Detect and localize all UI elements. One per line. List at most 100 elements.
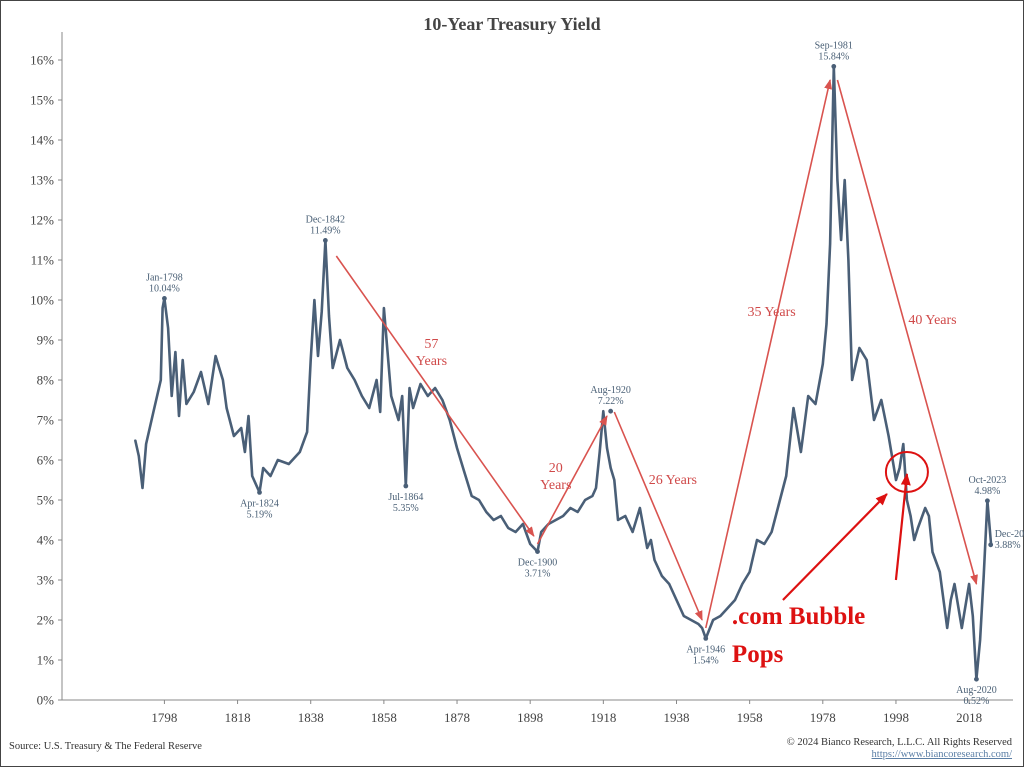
yield-data-point (668, 583, 670, 585)
yield-data-point (917, 527, 919, 529)
bubble-arrow-left (782, 493, 888, 601)
yield-data-point (346, 367, 349, 369)
x-tick-label: 1938 (663, 710, 689, 725)
yield-data-point (909, 515, 912, 517)
annotation-marker (257, 490, 262, 495)
yield-data-point (569, 507, 572, 509)
yield-data-point (792, 407, 795, 409)
annotation-marker (703, 636, 709, 641)
annotation-date: Dec-2023 (995, 529, 1024, 540)
y-tick-label: 3% (37, 573, 55, 588)
yield-data-point (178, 415, 180, 417)
yield-data-point (953, 583, 956, 585)
yield-data-point (898, 467, 901, 469)
yield-data-point (865, 359, 868, 361)
yield-data-point (829, 243, 831, 245)
annotation-value: 3.88% (995, 540, 1021, 551)
trend-arrows: 57 Years 20 Years 26 Years 35 Years 40 Years (335, 79, 978, 629)
annotation-date: Sep-1981 (815, 40, 853, 51)
annotation-marker (988, 542, 994, 548)
yield-data-point (950, 599, 952, 601)
x-tick-label: 1978 (810, 710, 836, 725)
yield-data-point (595, 487, 597, 489)
annotation-value: 11.49% (310, 225, 340, 236)
annotation-value: 15.84% (818, 51, 849, 62)
yield-data-point (928, 515, 930, 517)
yield-data-point (138, 455, 140, 457)
yield-data-point (244, 451, 246, 453)
yield-data-point (478, 499, 480, 501)
yield-data-point (778, 503, 780, 505)
yield-data-point (873, 419, 875, 421)
yield-data-point (851, 379, 853, 381)
trend-arrow (613, 411, 703, 621)
yield-data-point (441, 399, 444, 401)
y-tick-label: 11% (31, 253, 55, 268)
yield-data-point (456, 447, 458, 449)
yield-data-point (840, 239, 842, 241)
yield-data-point (397, 419, 400, 421)
yield-data-point (924, 507, 927, 509)
y-tick-label: 14% (30, 133, 54, 148)
yield-data-point (639, 507, 641, 509)
yield-data-point (152, 411, 155, 413)
yield-data-point (463, 471, 466, 473)
x-tick-label: 1958 (737, 710, 763, 725)
yield-data-point (507, 527, 510, 529)
x-tick-label: 1818 (225, 710, 251, 725)
y-tick-label: 0% (37, 693, 55, 708)
yield-data-point (298, 451, 301, 453)
y-tick-label: 9% (37, 333, 55, 348)
annotation-marker (984, 498, 990, 504)
annotation-value: 5.19% (247, 509, 273, 520)
yield-data-point (540, 531, 542, 533)
yield-data-point (562, 515, 564, 517)
yield-data-point (145, 443, 147, 445)
yield-data-point (726, 607, 729, 609)
yield-data-point (240, 427, 243, 429)
yield-data-point (383, 307, 385, 309)
website-link[interactable]: https://www.biancoresearch.com/ (871, 749, 1012, 760)
trend-arrow (335, 255, 535, 537)
y-tick-label: 16% (30, 53, 54, 68)
yield-data-point (375, 379, 378, 381)
yield-data-point (683, 615, 685, 617)
annotation-marker (974, 676, 979, 682)
yield-data-point (309, 359, 312, 361)
yield-data-point (434, 387, 436, 389)
annotation-date: Oct-2023 (969, 475, 1007, 486)
annotation-marker (322, 238, 328, 243)
yield-data-point (895, 479, 897, 481)
annotation-date: Jul-1864 (388, 492, 423, 503)
yield-data-point (785, 475, 788, 477)
annotation-marker (535, 549, 540, 554)
yield-data-point (591, 495, 594, 497)
yield-data-point (756, 539, 758, 541)
trend-duration-label: 20 (549, 461, 563, 476)
yield-data-point (858, 347, 861, 349)
annotation-value: 0.52% (964, 696, 990, 707)
yield-data-point (913, 539, 916, 541)
annotation-value: 10.04% (149, 283, 180, 294)
yield-data-point (825, 323, 828, 325)
yield-data-point (328, 315, 330, 317)
yield-data-point (748, 571, 751, 573)
yield-data-point (836, 179, 839, 181)
yield-data-point (847, 259, 850, 261)
yield-data-point (800, 451, 802, 453)
yield-data-point (492, 519, 495, 521)
yield-data-point (939, 571, 941, 573)
x-tick-label: 2018 (956, 710, 982, 725)
x-tick-label: 1798 (151, 710, 177, 725)
trend-duration-label: 40 Years (908, 313, 956, 328)
yield-data-point (233, 435, 235, 437)
yield-data-point (401, 395, 403, 397)
annotation-marker (608, 408, 614, 414)
yield-data-point (843, 179, 846, 181)
yield-data-point (979, 639, 981, 641)
x-tick-label: 1898 (517, 710, 543, 725)
yield-data-point (159, 379, 162, 381)
yield-data-point (500, 515, 502, 517)
yield-data-point (408, 387, 411, 389)
